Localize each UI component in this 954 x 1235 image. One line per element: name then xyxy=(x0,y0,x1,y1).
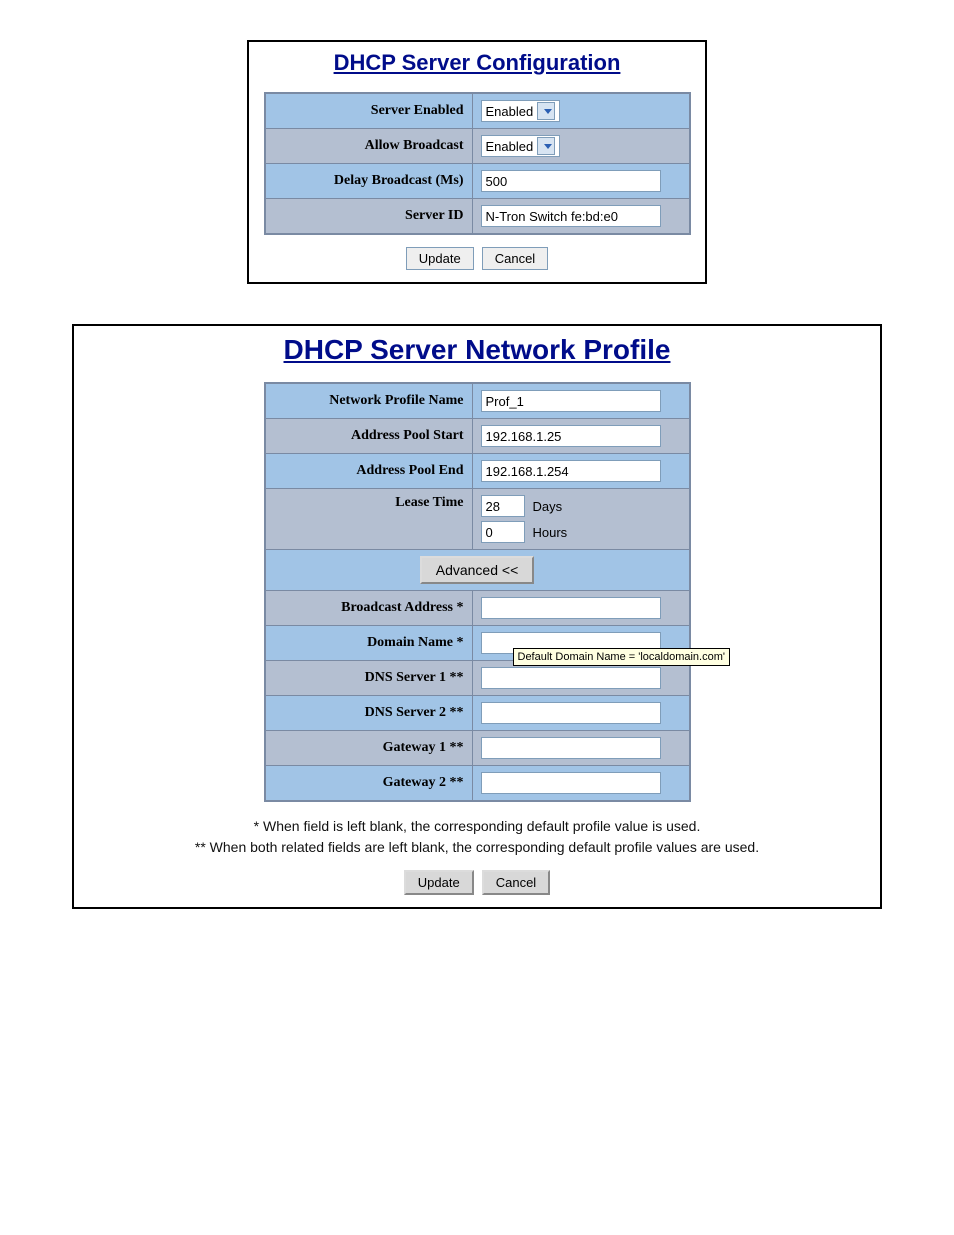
chevron-down-icon xyxy=(537,102,555,120)
label-days: Days xyxy=(533,499,563,514)
footnote-1: * When field is left blank, the correspo… xyxy=(195,816,759,837)
select-allow-broadcast-value: Enabled xyxy=(486,139,534,154)
label-profile-name: Network Profile Name xyxy=(265,383,473,419)
input-profile-name[interactable] xyxy=(481,390,661,412)
select-allow-broadcast[interactable]: Enabled xyxy=(481,135,561,157)
input-pool-start[interactable] xyxy=(481,425,661,447)
label-pool-end: Address Pool End xyxy=(265,454,473,489)
config-panel: DHCP Server Configuration Server Enabled… xyxy=(247,40,707,284)
profile-form-table: Network Profile Name Address Pool Start … xyxy=(264,382,691,802)
input-broadcast-addr[interactable] xyxy=(481,597,661,619)
config-title: DHCP Server Configuration xyxy=(334,50,621,76)
input-dns2[interactable] xyxy=(481,702,661,724)
label-gw2: Gateway 2 ** xyxy=(265,766,473,802)
cancel-button[interactable]: Cancel xyxy=(482,870,550,895)
input-gw2[interactable] xyxy=(481,772,661,794)
chevron-down-icon xyxy=(537,137,555,155)
input-pool-end[interactable] xyxy=(481,460,661,482)
input-dns1[interactable] xyxy=(481,667,661,689)
label-allow-broadcast: Allow Broadcast xyxy=(265,129,473,164)
label-gw1: Gateway 1 ** xyxy=(265,731,473,766)
profile-panel: DHCP Server Network Profile Network Prof… xyxy=(72,324,882,909)
label-server-id: Server ID xyxy=(265,199,473,235)
input-gw1[interactable] xyxy=(481,737,661,759)
label-server-enabled: Server Enabled xyxy=(265,93,473,129)
input-delay-broadcast[interactable] xyxy=(481,170,661,192)
label-pool-start: Address Pool Start xyxy=(265,419,473,454)
label-dns1: DNS Server 1 ** xyxy=(265,661,473,696)
label-delay-broadcast: Delay Broadcast (Ms) xyxy=(265,164,473,199)
config-form-table: Server Enabled Enabled Allow Broadcast E… xyxy=(264,92,691,235)
profile-title: DHCP Server Network Profile xyxy=(284,334,671,366)
advanced-button[interactable]: Advanced << xyxy=(420,556,535,584)
tooltip-domain-name: Default Domain Name = 'localdomain.com' xyxy=(513,648,731,666)
update-button[interactable]: Update xyxy=(406,247,474,270)
select-server-enabled[interactable]: Enabled xyxy=(481,100,561,122)
label-broadcast-addr: Broadcast Address * xyxy=(265,591,473,626)
input-server-id[interactable] xyxy=(481,205,661,227)
label-lease-time: Lease Time xyxy=(265,489,473,550)
footnote-2: ** When both related fields are left bla… xyxy=(195,837,759,858)
update-button[interactable]: Update xyxy=(404,870,474,895)
label-domain-name: Domain Name * xyxy=(265,626,473,661)
label-hours: Hours xyxy=(533,525,568,540)
cancel-button[interactable]: Cancel xyxy=(482,247,548,270)
footnotes: * When field is left blank, the correspo… xyxy=(195,816,759,858)
input-lease-days[interactable] xyxy=(481,495,525,517)
label-dns2: DNS Server 2 ** xyxy=(265,696,473,731)
input-lease-hours[interactable] xyxy=(481,521,525,543)
select-server-enabled-value: Enabled xyxy=(486,104,534,119)
